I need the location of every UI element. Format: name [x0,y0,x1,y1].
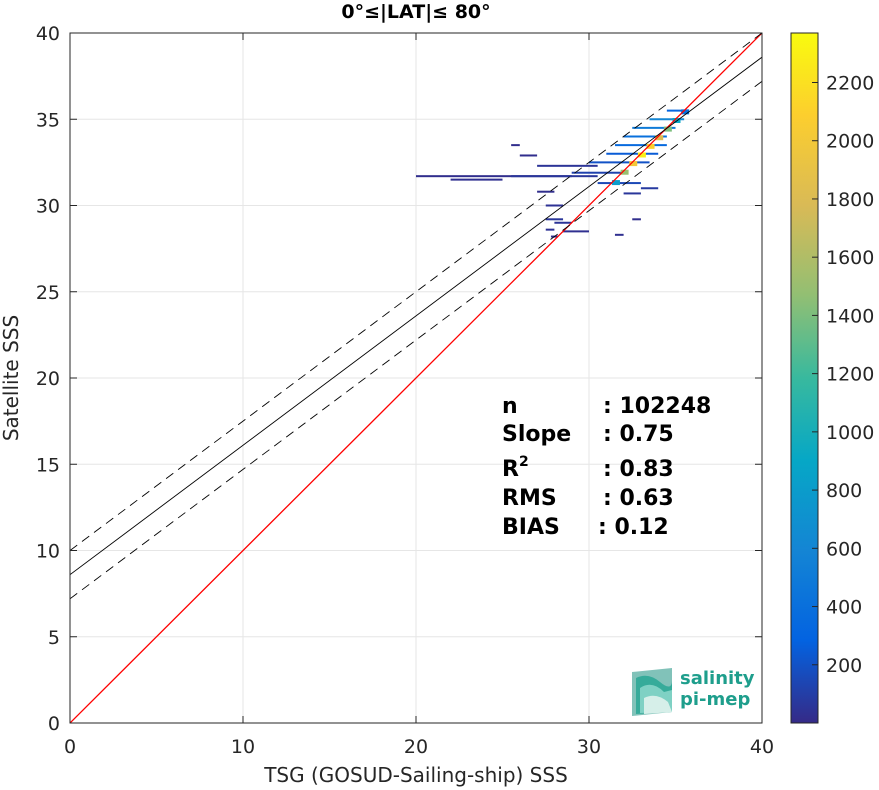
density-core-cell [655,135,664,141]
colorbar-tick-label: 800 [826,480,862,502]
stat-n-value: : 102248 [603,394,711,419]
stat-n-label: n [502,394,518,419]
colorbar-tick-label: 2200 [826,72,874,94]
stats-box: n : 102248 Slope : 0.75 R2 : 0.83 RMS : … [502,394,711,540]
density-cell [571,171,624,174]
colorbar-tick-label: 1600 [826,247,874,269]
y-tick-label: 20 [36,368,60,390]
density-cell [537,164,598,167]
density-cell [545,228,555,231]
density-core-cell [681,109,690,115]
y-tick-label: 30 [36,196,60,218]
density-core-cell [663,126,672,132]
stat-slope-label: Slope [502,422,571,447]
density-cell [632,126,676,129]
density-cell [537,190,555,193]
reference-lines [70,33,762,723]
y-tick-label: 10 [36,541,60,563]
stat-rms-label: RMS [502,486,557,511]
fit-lower-line [70,80,762,600]
density-cell [511,175,598,178]
density-core-cell [611,180,620,186]
density-core-cell [620,169,629,175]
colorbar-tick-label: 400 [826,597,862,619]
y-tick-label: 15 [36,454,60,476]
chart-title: 0°≤|LAT|≤ 80° [341,1,490,23]
stat-r2-label: R2 [502,454,529,482]
density-core-cell [672,117,681,123]
density-cell [623,135,667,138]
stat-bias-label: BIAS [502,515,560,540]
density-cell [614,233,624,236]
density-cell [632,218,641,221]
fit-line [70,56,762,576]
y-tick-label: 40 [36,23,60,45]
density-cell [614,144,667,147]
fit-upper-line [70,33,762,551]
density-cell [554,221,572,224]
y-tick-label: 25 [36,282,60,304]
density-cell [450,178,503,181]
stat-rms-value: : 0.63 [603,486,674,511]
x-tick-label: 30 [577,736,601,758]
density-cell [563,230,589,233]
logo-line-1: salinity [680,668,755,689]
stat-bias-value: : 0.12 [598,515,669,540]
x-axis-ticks: 0 10 20 30 40 [64,33,774,758]
density-cell [640,187,659,190]
colorbar-tick-label: 2000 [826,131,874,153]
x-tick-label: 10 [231,736,255,758]
y-tick-label: 0 [48,713,60,735]
density-cell [649,118,685,121]
density-core-cell [646,143,655,149]
density-core-cell [629,161,638,167]
density-cell [666,109,685,112]
x-tick-label: 40 [750,736,774,758]
y-tick-label: 35 [36,109,60,131]
salinity-logo: salinity pi-mep [632,668,755,716]
y-tick-label: 5 [48,627,60,649]
colorbar-tick-label: 1000 [826,422,874,444]
density-cell [519,154,538,157]
x-tick-label: 20 [404,736,428,758]
colorbar-tick-label: 1200 [826,364,874,386]
colorbar-tick-label: 1400 [826,305,874,327]
wave-logo-icon [632,668,672,716]
y-axis-ticks: 0 5 10 15 20 25 30 35 40 [36,23,762,735]
colorbar-ticks: 200 400 600 800 1000 1200 1400 1600 1800 2000 2200 [812,72,874,677]
colorbar-tick-label: 600 [826,538,862,560]
logo-line-2: pi-mep [680,689,750,710]
density-cell [589,161,650,164]
stat-r2-value: : 0.83 [603,457,674,482]
y-axis-label: Satellite SSS [0,315,23,441]
x-axis-label: TSG (GOSUD-Sailing-ship) SSS [263,763,568,787]
colorbar-tick-label: 1800 [826,189,874,211]
density-cell [545,204,564,207]
colorbar [790,32,819,724]
x-tick-label: 0 [64,736,76,758]
density-cell [416,175,572,178]
stat-slope-value: : 0.75 [603,422,674,447]
density-cell [623,192,641,195]
density-cell [511,144,520,147]
colorbar-tick-label: 200 [826,655,862,677]
density-cell [545,218,564,221]
density-layer [416,109,690,238]
identity-line [70,33,762,723]
density-core-cell [637,152,646,158]
